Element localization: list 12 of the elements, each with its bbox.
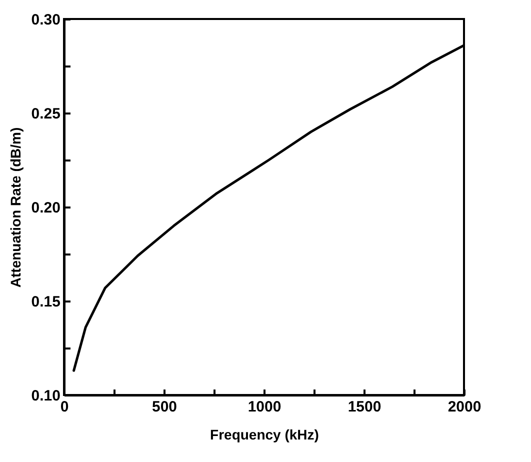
x-tick-label: 0 [60,398,69,416]
y-tick-label: 0.15 [31,294,60,310]
y-axis-title: Attenuation Rate (dB/m) [7,127,24,288]
y-tick-label: 0.10 [31,388,60,404]
y-tick-label: 0.30 [31,12,60,28]
y-tick-label: 0.25 [31,106,60,122]
x-tick-label: 1000 [248,398,282,416]
x-tick-label: 1500 [348,398,382,416]
x-tick-label: 2000 [448,398,482,416]
x-tick-label: 500 [152,398,178,416]
y-tick-label: 0.20 [31,200,60,216]
x-axis-title: Frequency (kHz) [210,426,319,442]
